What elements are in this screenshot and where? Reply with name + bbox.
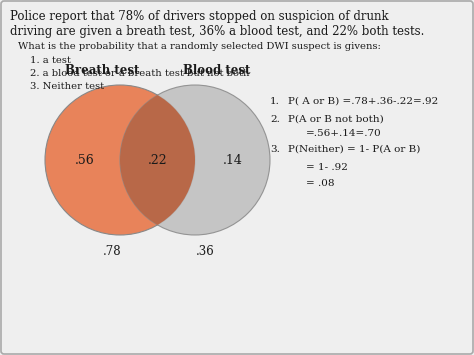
- Text: Breath test: Breath test: [65, 64, 139, 77]
- Text: P( A or B) =.78+.36-.22=.92: P( A or B) =.78+.36-.22=.92: [288, 97, 438, 106]
- Circle shape: [45, 85, 195, 235]
- Text: .36: .36: [196, 245, 214, 258]
- Circle shape: [45, 85, 195, 235]
- Text: = .08: = .08: [306, 179, 335, 188]
- Text: .56: .56: [75, 153, 95, 166]
- Text: 1. a test: 1. a test: [30, 56, 71, 65]
- Text: 2.: 2.: [270, 115, 280, 124]
- Text: 3.: 3.: [270, 145, 280, 154]
- Text: P(Neither) = 1- P(A or B): P(Neither) = 1- P(A or B): [288, 145, 420, 154]
- Text: 3. Neither test: 3. Neither test: [30, 82, 104, 91]
- Text: What is the probability that a randomly selected DWI suspect is givens:: What is the probability that a randomly …: [18, 42, 381, 51]
- Text: .14: .14: [223, 153, 243, 166]
- Text: .22: .22: [148, 153, 167, 166]
- Text: = 1- .92: = 1- .92: [306, 163, 348, 172]
- Circle shape: [120, 85, 270, 235]
- Text: 1.: 1.: [270, 97, 280, 106]
- Text: 2. a blood test or a breath test but not both: 2. a blood test or a breath test but not…: [30, 69, 249, 78]
- Text: driving are given a breath test, 36% a blood test, and 22% both tests.: driving are given a breath test, 36% a b…: [10, 25, 424, 38]
- Text: P(A or B not both): P(A or B not both): [288, 115, 384, 124]
- Text: Blood test: Blood test: [183, 64, 251, 77]
- Text: .78: .78: [103, 245, 121, 258]
- Text: Police report that 78% of drivers stopped on suspicion of drunk: Police report that 78% of drivers stoppe…: [10, 10, 389, 23]
- Text: =.56+.14=.70: =.56+.14=.70: [306, 129, 382, 138]
